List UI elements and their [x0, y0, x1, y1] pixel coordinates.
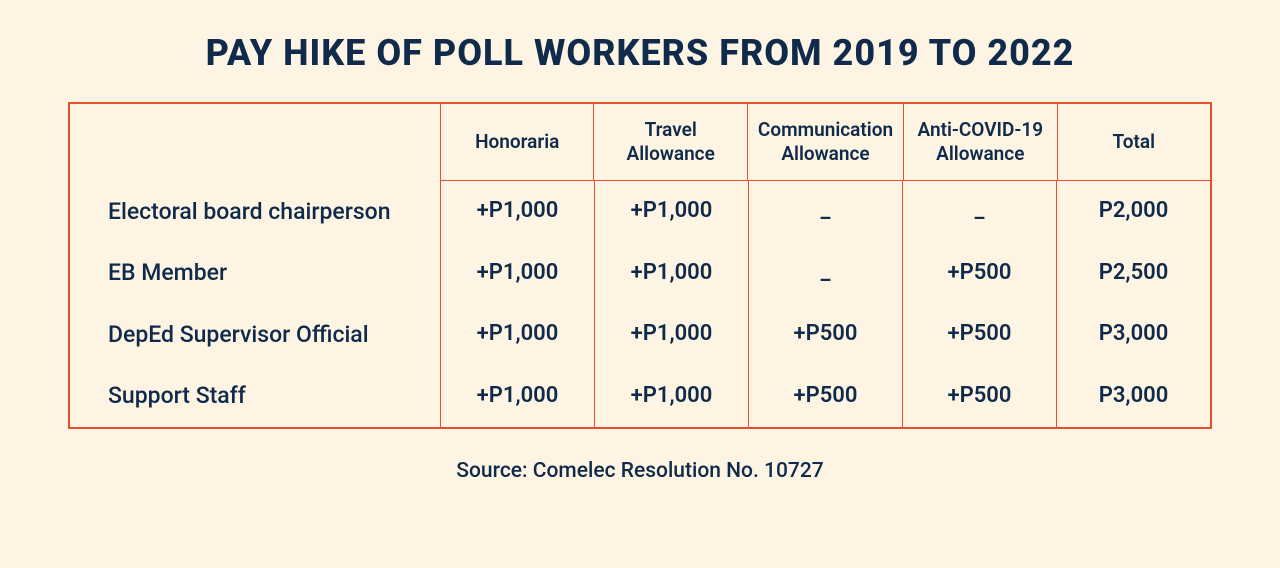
cell-communication-allowance: _	[748, 242, 902, 304]
cell-travel-allowance: +P1,000	[594, 365, 748, 427]
table-body: Electoral board chairperson +P1,000 +P1,…	[70, 181, 1210, 427]
cell-travel-allowance: +P1,000	[594, 304, 748, 366]
row-label: DepEd Supervisor Official	[70, 304, 440, 366]
cell-travel-allowance: +P1,000	[594, 181, 748, 243]
header-anti-covid-allowance: Anti-COVID-19 Allowance	[903, 104, 1056, 181]
cell-honoraria: +P1,000	[440, 304, 594, 366]
cell-anti-covid-allowance: _	[902, 181, 1056, 243]
table-header-row: Honoraria Travel Allowance Communication…	[70, 104, 1210, 181]
payhike-table: Honoraria Travel Allowance Communication…	[68, 102, 1212, 429]
cell-total: P3,000	[1056, 365, 1210, 427]
header-rowlabel	[70, 104, 440, 181]
cell-communication-allowance: +P500	[748, 304, 902, 366]
cell-total: P2,500	[1056, 242, 1210, 304]
row-label: Support Staff	[70, 365, 440, 427]
header-total: Total	[1057, 104, 1210, 181]
cell-honoraria: +P1,000	[440, 181, 594, 243]
cell-honoraria: +P1,000	[440, 365, 594, 427]
cell-honoraria: +P1,000	[440, 242, 594, 304]
page-title: PAY HIKE OF POLL WORKERS FROM 2019 TO 20…	[68, 32, 1212, 74]
header-travel-allowance: Travel Allowance	[593, 104, 746, 181]
cell-anti-covid-allowance: +P500	[902, 242, 1056, 304]
row-label: Electoral board chairperson	[70, 181, 440, 243]
header-honoraria: Honoraria	[440, 104, 593, 181]
cell-communication-allowance: _	[748, 181, 902, 243]
cell-total: P3,000	[1056, 304, 1210, 366]
cell-anti-covid-allowance: +P500	[902, 304, 1056, 366]
source-text: Source: Comelec Resolution No. 10727	[68, 459, 1212, 483]
cell-total: P2,000	[1056, 181, 1210, 243]
cell-travel-allowance: +P1,000	[594, 242, 748, 304]
row-label: EB Member	[70, 242, 440, 304]
header-communication-allowance: Communication Allowance	[747, 104, 903, 181]
cell-communication-allowance: +P500	[748, 365, 902, 427]
cell-anti-covid-allowance: +P500	[902, 365, 1056, 427]
